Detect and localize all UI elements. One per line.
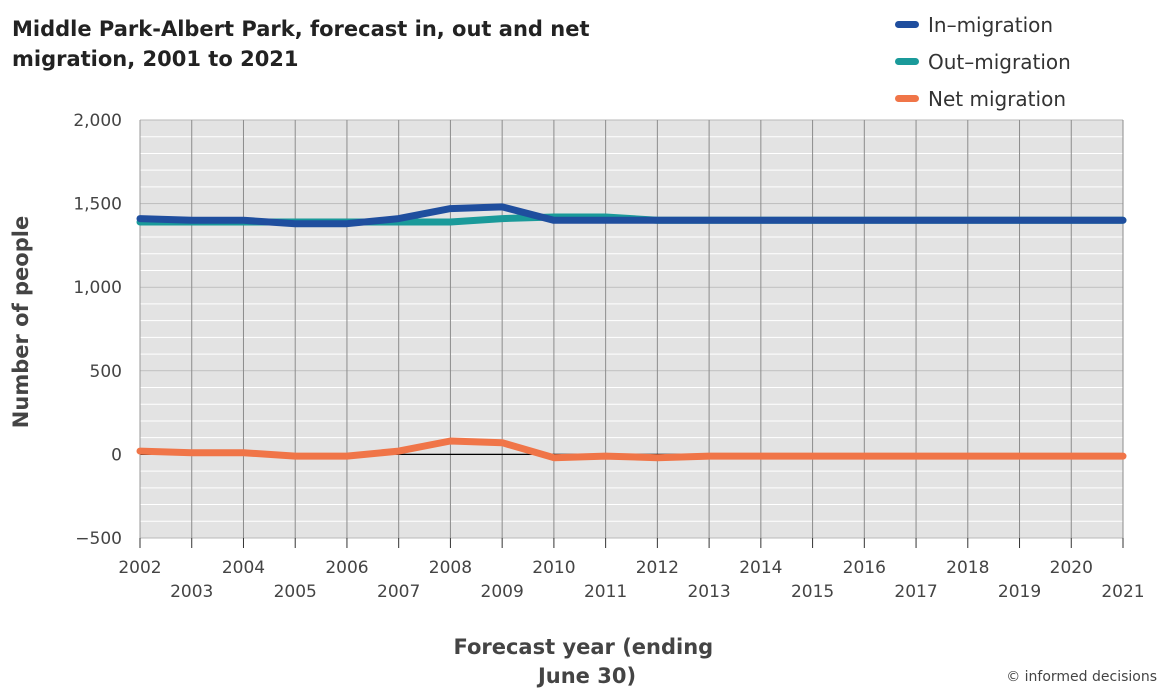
x-tick-label: 2021	[1101, 582, 1144, 602]
x-tick-label: 2005	[274, 582, 317, 602]
legend-label-net-migration: Net migration	[928, 86, 1066, 111]
y-tick-label: −500	[75, 529, 122, 549]
plot-area: −500 0 500 1,000 1,500 2,000 2002 2003 2004 2005 2…	[73, 111, 1144, 602]
x-tick-label: 2002	[118, 558, 161, 578]
x-tick-label: 2009	[481, 582, 524, 602]
series-line-net-migration	[136, 437, 1127, 462]
legend-label-out-migration: Out–migration	[928, 49, 1071, 74]
x-axis-title-line-2: June 30)	[536, 664, 636, 688]
chart-title: Middle Park-Albert Park, forecast in, ou…	[12, 17, 590, 71]
x-tick-label: 2006	[325, 558, 368, 578]
credit-text: © informed decisions	[1006, 669, 1157, 685]
x-tick-label: 2015	[791, 582, 834, 602]
y-tick-label: 0	[111, 445, 122, 465]
legend-label-in-migration: In–migration	[928, 12, 1054, 37]
series-line-in-migration	[136, 203, 1127, 228]
plot-background	[140, 120, 1123, 538]
x-tick-label: 2004	[222, 558, 265, 578]
legend-item-out-migration[interactable]: Out–migration	[895, 43, 1071, 80]
legend-swatch-in-migration	[895, 21, 919, 28]
x-axis-title: Forecast year (ending June 30)	[453, 635, 720, 688]
x-tick-label: 2014	[739, 558, 782, 578]
x-tick-label: 2016	[843, 558, 886, 578]
legend: In–migration Out–migration Net migration	[895, 6, 1071, 117]
legend-swatch-out-migration	[895, 58, 919, 65]
x-tick-label: 2010	[532, 558, 575, 578]
y-tick-label: 1,000	[73, 278, 122, 298]
x-tick-label: 2011	[584, 582, 627, 602]
y-tick-label: 500	[90, 362, 122, 382]
x-tick-label: 2018	[946, 558, 989, 578]
x-axis-title-line-1: Forecast year (ending	[453, 635, 713, 659]
x-tick-label: 2017	[894, 582, 937, 602]
y-axis-title: Number of people	[9, 216, 33, 428]
y-tick-label: 2,000	[73, 111, 122, 131]
x-tick-label: 2003	[170, 582, 213, 602]
legend-item-in-migration[interactable]: In–migration	[895, 6, 1071, 43]
x-tick-label: 2012	[636, 558, 679, 578]
x-tick-label: 2013	[687, 582, 730, 602]
y-tick-label: 1,500	[73, 195, 122, 215]
x-tick-label: 2008	[429, 558, 472, 578]
x-tick-label: 2007	[377, 582, 420, 602]
legend-swatch-net-migration	[895, 95, 919, 102]
x-tick-label: 2019	[998, 582, 1041, 602]
x-tick-label: 2020	[1050, 558, 1093, 578]
legend-item-net-migration[interactable]: Net migration	[895, 80, 1071, 117]
